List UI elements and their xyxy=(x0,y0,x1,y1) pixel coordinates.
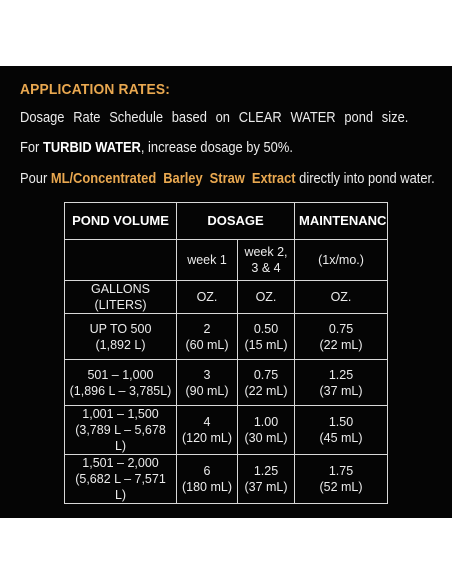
cell-maintenance: 1.50 (45 mL) xyxy=(294,405,388,455)
turbid-note-emphasis: TURBID WATER xyxy=(42,139,141,156)
table-row: UP TO 500 (1,892 L) 2 (60 mL) 0.50 (15 mL) … xyxy=(64,313,388,360)
turbid-note-prefix: For xyxy=(20,139,43,156)
cell-week234: 0.50 (15 mL) xyxy=(237,313,295,360)
table-subheader-row: week 1 week 2, 3 & 4 (1x/mo.) xyxy=(64,239,388,281)
week1-oz: 6 xyxy=(203,464,211,478)
week1-oz: 3 xyxy=(203,367,211,382)
header-pond-volume: POND VOLUME xyxy=(64,202,177,240)
week234-ml: (30 mL) xyxy=(244,431,288,445)
week234-ml: (37 mL) xyxy=(244,480,288,494)
week1-oz: 2 xyxy=(203,321,211,336)
maint-oz: 1.25 xyxy=(328,367,354,382)
week234-oz: 0.75 xyxy=(253,367,279,382)
dosage-schedule-note: Dosage Rate Schedule based on CLEAR WATE… xyxy=(20,109,409,126)
section-heading: APPLICATION RATES: xyxy=(20,81,171,98)
table-units-row: GALLONS (LITERS) OZ. OZ. OZ. xyxy=(64,280,388,314)
maint-ml: (22 mL) xyxy=(319,337,363,352)
unit-maintenance: OZ. xyxy=(294,280,388,314)
week234-ml: (22 mL) xyxy=(244,383,288,398)
week1-oz: 4 xyxy=(203,415,211,429)
volume-liters: (1,896 L – 3,785L) xyxy=(69,383,172,398)
cell-volume: UP TO 500 (1,892 L) xyxy=(64,313,177,360)
cell-volume: 1,001 – 1,500 (3,789 L – 5,678 L) xyxy=(64,405,177,455)
cell-maintenance: 1.75 (52 mL) xyxy=(294,454,388,504)
header-dosage: DOSAGE xyxy=(176,202,295,240)
maint-oz: 1.50 xyxy=(328,415,354,429)
volume-liters: (5,682 L – 7,571 L) xyxy=(75,472,166,502)
table-row: 501 – 1,000 (1,896 L – 3,785L) 3 (90 mL) 0… xyxy=(64,359,388,406)
header-maintenance: MAINTENANCE xyxy=(294,202,388,240)
maint-ml: (45 mL) xyxy=(319,431,363,445)
unit-week1: OZ. xyxy=(176,280,238,314)
cell-week1: 2 (60 mL) xyxy=(176,313,238,360)
pour-suffix: directly into pond water. xyxy=(295,170,435,187)
cell-week234: 0.75 (22 mL) xyxy=(237,359,295,406)
cell-maintenance: 0.75 (22 mL) xyxy=(294,313,388,360)
unit-volume: GALLONS (LITERS) xyxy=(64,280,177,314)
week234-oz: 1.00 xyxy=(253,415,279,429)
week1-ml: (180 mL) xyxy=(181,480,233,494)
week1-ml: (120 mL) xyxy=(181,431,233,445)
cell-volume: 1,501 – 2,000 (5,682 L – 7,571 L) xyxy=(64,454,177,504)
subheader-week234: week 2, 3 & 4 xyxy=(237,239,295,281)
table-row: 1,501 – 2,000 (5,682 L – 7,571 L) 6 (180 m… xyxy=(64,454,388,504)
volume-gallons: 501 – 1,000 xyxy=(87,367,154,382)
application-rates-panel: APPLICATION RATES: Dosage Rate Schedule … xyxy=(0,66,452,518)
cell-volume: 501 – 1,000 (1,896 L – 3,785L) xyxy=(64,359,177,406)
volume-gallons: 1,501 – 2,000 xyxy=(82,456,159,470)
turbid-water-note: For TURBID WATER, increase dosage by 50%… xyxy=(20,139,293,156)
table-header-row: POND VOLUME DOSAGE MAINTENANCE xyxy=(64,202,388,240)
cell-week1: 6 (180 mL) xyxy=(176,454,238,504)
turbid-note-suffix: , increase dosage by 50%. xyxy=(140,139,293,156)
cell-week1: 4 (120 mL) xyxy=(176,405,238,455)
subheader-empty xyxy=(64,239,177,281)
volume-gallons: UP TO 500 xyxy=(89,321,152,336)
pour-instruction: Pour ML/Concentrated Barley Straw Extrac… xyxy=(20,170,435,187)
maint-ml: (37 mL) xyxy=(319,383,363,398)
maint-oz: 1.75 xyxy=(328,464,354,478)
volume-gallons: 1,001 – 1,500 xyxy=(82,407,159,421)
cell-week234: 1.00 (30 mL) xyxy=(237,405,295,455)
week234-oz: 1.25 xyxy=(253,464,279,478)
dosage-table: POND VOLUME DOSAGE MAINTENANCE week 1 we… xyxy=(64,202,388,504)
volume-liters: (3,789 L – 5,678 L) xyxy=(75,423,166,453)
week234-oz: 0.50 xyxy=(253,321,279,336)
cell-week1: 3 (90 mL) xyxy=(176,359,238,406)
subheader-week1: week 1 xyxy=(176,239,238,281)
product-name: ML/Concentrated Barley Straw Extract xyxy=(50,170,296,187)
week1-ml: (90 mL) xyxy=(185,383,229,398)
volume-liters: (1,892 L) xyxy=(95,337,146,352)
maint-oz: 0.75 xyxy=(328,321,354,336)
subheader-maintenance: (1x/mo.) xyxy=(294,239,388,281)
table-row: 1,001 – 1,500 (3,789 L – 5,678 L) 4 (120 m… xyxy=(64,405,388,455)
cell-week234: 1.25 (37 mL) xyxy=(237,454,295,504)
maint-ml: (52 mL) xyxy=(319,480,363,494)
unit-week234: OZ. xyxy=(237,280,295,314)
week1-ml: (60 mL) xyxy=(185,337,229,352)
pour-prefix: Pour xyxy=(20,170,51,187)
week234-ml: (15 mL) xyxy=(244,337,288,352)
cell-maintenance: 1.25 (37 mL) xyxy=(294,359,388,406)
